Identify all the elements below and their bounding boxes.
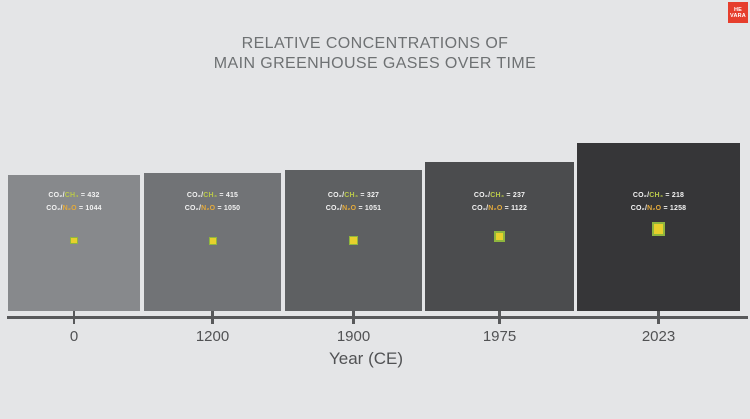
x-axis-label: Year (CE) xyxy=(328,349,404,368)
x-axis-tick xyxy=(657,311,660,324)
co2-ch4-ratio-label: CO₂/CH₄ = 327 xyxy=(328,192,379,200)
data-marker-square xyxy=(70,236,78,245)
n2o-ratio-value: = 1044 xyxy=(76,204,102,212)
brand-logo: HE VARA xyxy=(728,2,748,23)
co2-ch4-ratio-label: CO₂/CH₄ = 237 xyxy=(474,192,525,200)
co2-term: CO₂/ xyxy=(471,204,489,212)
ch4-ratio-value: = 327 xyxy=(358,192,380,199)
ch4-ratio-value: = 415 xyxy=(217,192,239,199)
n2o-ratio-value: = 1122 xyxy=(502,204,528,212)
co2-n2o-ratio-label: CO₂/N₂O = 1122 xyxy=(472,205,527,213)
ch4-term: CH₄ xyxy=(490,192,505,199)
ch4-term: CH₄ xyxy=(649,192,664,199)
co2-n2o-ratio-label: CO₂/N₂O = 1044 xyxy=(46,205,102,213)
co2-n2o-ratio-label: CO₂/N₂O = 1051 xyxy=(326,205,382,213)
data-marker-square xyxy=(493,230,506,243)
x-axis-tick xyxy=(498,311,501,324)
n2o-term: N₂O xyxy=(201,204,216,212)
co2-ch4-ratio-label: CO₂/CH₄ = 432 xyxy=(48,192,99,200)
co2-n2o-ratio-label: CO₂/N₂O = 1258 xyxy=(631,205,687,213)
co2-term: CO₂/ xyxy=(327,192,345,199)
x-axis-tick-label: 1200 xyxy=(195,328,230,345)
n2o-term: N₂O xyxy=(62,204,77,212)
co2-term: CO₂/ xyxy=(186,192,204,199)
ch4-term: CH₄ xyxy=(64,192,79,199)
n2o-ratio-value: = 1050 xyxy=(215,204,241,212)
ch4-term: CH₄ xyxy=(203,192,218,199)
n2o-term: N₂O xyxy=(647,204,662,212)
x-axis-tick-label: 1975 xyxy=(482,328,517,345)
data-marker-square xyxy=(651,222,666,236)
x-axis-tick-label: 2023 xyxy=(641,328,676,345)
x-axis-tick-label: 1900 xyxy=(336,328,371,345)
x-axis-tick xyxy=(72,311,76,324)
co2-term: CO₂/ xyxy=(630,204,648,212)
ch4-term: CH₄ xyxy=(344,192,359,199)
co2-term: CO₂/ xyxy=(325,204,343,212)
co2-n2o-ratio-label: CO₂/N₂O = 1050 xyxy=(185,205,241,213)
co2-term: CO₂/ xyxy=(48,192,65,199)
n2o-term: N₂O xyxy=(488,204,503,212)
n2o-ratio-value: = 1258 xyxy=(661,204,687,212)
data-marker-square xyxy=(349,235,358,245)
x-axis-tick xyxy=(352,311,355,324)
co2-ch4-ratio-label: CO₂/CH₄ = 415 xyxy=(187,192,238,200)
co2-term: CO₂/ xyxy=(632,192,650,199)
chart-title: RELATIVE CONCENTRATIONS OF MAIN GREENHOU… xyxy=(0,34,750,74)
co2-term: CO₂/ xyxy=(473,192,491,199)
ch4-ratio-value: = 218 xyxy=(663,192,685,199)
chart-title-line2: MAIN GREENHOUSE GASES OVER TIME xyxy=(213,55,537,72)
x-axis-tick xyxy=(211,311,214,324)
co2-term: CO₂/ xyxy=(184,204,202,212)
brand-logo-text-line1: HE xyxy=(733,6,743,13)
co2-term: CO₂/ xyxy=(46,204,63,212)
brand-logo-text-line2: VARA xyxy=(730,12,746,19)
ch4-ratio-value: = 432 xyxy=(78,192,100,199)
chart-title-line1: RELATIVE CONCENTRATIONS OF xyxy=(241,35,509,52)
n2o-ratio-value: = 1051 xyxy=(356,204,382,212)
data-marker-square xyxy=(208,236,217,245)
ch4-ratio-value: = 237 xyxy=(504,192,526,199)
n2o-term: N₂O xyxy=(342,204,357,212)
co2-ch4-ratio-label: CO₂/CH₄ = 218 xyxy=(633,192,684,200)
x-axis-tick-label: 0 xyxy=(69,328,79,345)
x-axis-line xyxy=(7,316,748,319)
